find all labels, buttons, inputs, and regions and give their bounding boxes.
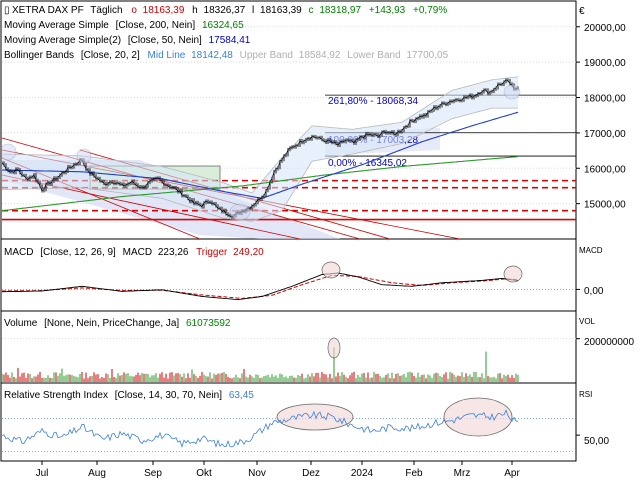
rsi-highlight-ellipse [443, 397, 513, 437]
macd-value-label: MACD [123, 247, 152, 258]
rsi-highlight-ellipse [276, 403, 354, 431]
macd-title: MACD [4, 247, 33, 258]
fib-level-label: 261,80% - 18068,34 [328, 96, 419, 107]
price-plot: 261,80% - 18068,34100,00% - 17003,280,00… [2, 26, 576, 239]
macd-highlight-ellipse [503, 265, 523, 283]
svg-text:Volume [None, Nein, Pric: Volume [None, Nein, PriceChange, Ja] 610… [4, 318, 231, 329]
svg-text:XETRA DAX PF Täglich: XETRA DAX PF Täglich o 18163,39 h 18326,… [12, 5, 447, 16]
sma200-value: 16324,65 [202, 20, 244, 31]
currency-label: € [579, 6, 585, 17]
volume-value: 61073592 [186, 318, 231, 329]
high-label: h [192, 5, 198, 16]
price-tick-label: 20000,00 [584, 23, 626, 34]
svg-text:Bollinger Bands [Close,: Bollinger Bands [Close, 20, 2] Mid Line … [4, 50, 449, 61]
low-value: 18163,39 [260, 5, 302, 16]
macd-params: [Close, 12, 26, 9] [40, 247, 116, 258]
highlight-ellipse [503, 84, 521, 100]
sma50-value: 17584,41 [209, 35, 251, 46]
rsi-title: Relative Strength Index [4, 390, 108, 401]
bollinger-mid-value: 18142,48 [191, 50, 233, 61]
bollinger-params: [Close, 20, 2] [81, 50, 140, 61]
highlight-ellipse [229, 203, 251, 221]
price-legend: ▯ XETRA DAX PF Täglich o 18163,39 h 1832… [4, 5, 449, 61]
x-tick-label: Feb [405, 468, 423, 479]
price-tick-label: 19000,00 [584, 58, 626, 69]
volume-legend: Volume [None, Nein, PriceChange, Ja] 610… [4, 318, 231, 329]
macd-highlight-ellipse [321, 261, 341, 279]
svg-text:Relative Strength Index: Relative Strength Index [Close, 14, 30, … [4, 390, 254, 401]
bollinger-upper-label: Upper Band [240, 50, 293, 61]
low-label: l [252, 5, 254, 16]
svg-text:Moving Average Simple [C: Moving Average Simple [Close, 200, Nein]… [4, 20, 244, 31]
volume-tick: 200000000 [584, 337, 634, 348]
close-value: 18318,97 [319, 5, 361, 16]
price-line [2, 79, 519, 218]
svg-text:MACD [Close, 12, 26, 9]: MACD [Close, 12, 26, 9] MACD 223,26 Trig… [4, 247, 264, 258]
price-tick-label: 18000,00 [584, 94, 626, 105]
sma200-line [2, 156, 519, 212]
price-tick-label: 15000,00 [584, 200, 626, 211]
sma50-params: [Close, 50, Nein] [128, 35, 202, 46]
volume-plot [2, 337, 576, 382]
x-tick-label: Aug [88, 468, 106, 479]
rsi-line [2, 409, 519, 448]
close-label: c [309, 5, 314, 16]
macd-value: 223,26 [158, 247, 189, 258]
timeframe: Täglich [90, 5, 122, 16]
checkbox-icon[interactable]: ▯ [4, 5, 10, 16]
rsi-side-label: RSI [579, 390, 592, 399]
bollinger-mid-label: Mid Line [148, 50, 186, 61]
highlight-ellipse [2, 143, 17, 161]
price-tick-label: 16000,00 [584, 164, 626, 175]
svg-text:Moving Average Simple(2): Moving Average Simple(2) [Close, 50, Nei… [4, 35, 251, 46]
fib-level-label: 0,00% - 16345,02 [328, 158, 407, 169]
sma200-label: Moving Average Simple [4, 20, 109, 31]
bollinger-lower-label: Lower Band [347, 50, 400, 61]
rsi-tick: 50,00 [584, 436, 609, 447]
price-tick-label: 17000,00 [584, 129, 626, 140]
open-value: 18163,39 [143, 5, 185, 16]
x-tick-label: Nov [248, 468, 266, 479]
x-tick-label: Sep [144, 468, 162, 479]
trigger-label: Trigger [196, 247, 228, 258]
x-tick-label: Mrz [454, 468, 471, 479]
macd-zero-tick: 0,00 [584, 286, 604, 297]
highlight-ellipse [76, 148, 92, 164]
sma200-params: [Close, 200, Nein] [116, 20, 196, 31]
bollinger-upper-value: 18584,92 [299, 50, 341, 61]
macd-legend: MACD [Close, 12, 26, 9] MACD 223,26 Trig… [4, 247, 264, 258]
bollinger-band-fill [2, 76, 518, 222]
instrument-name: XETRA DAX PF [12, 5, 84, 16]
change-percent: +0,79% [413, 5, 447, 16]
sma50-label: Moving Average Simple(2) [4, 35, 121, 46]
rsi-value: 63,45 [229, 390, 254, 401]
macd-side-label: MACD [579, 246, 603, 255]
rsi-params: [Close, 14, 30, 70, Nein] [115, 390, 223, 401]
rsi-legend: Relative Strength Index [Close, 14, 30, … [4, 390, 254, 401]
bollinger-label: Bollinger Bands [4, 50, 74, 61]
x-tick-label: Apr [504, 468, 520, 479]
volume-title: Volume [4, 318, 38, 329]
bollinger-lower-line [2, 107, 518, 222]
macd-plot [2, 261, 576, 301]
bollinger-lower-value: 17700,05 [406, 50, 448, 61]
x-tick-label: 2024 [351, 468, 374, 479]
x-tick-label: Jul [36, 468, 49, 479]
x-tick-label: Dez [302, 468, 320, 479]
volume-highlight-ellipse [327, 337, 341, 359]
x-tick-label: Okt [196, 468, 212, 479]
trigger-value: 249,20 [233, 247, 264, 258]
open-label: o [131, 5, 137, 16]
axes: 15000,00 16000,00 17000,00 18000,00 19000,00… [1, 23, 626, 479]
high-value: 18326,37 [204, 5, 246, 16]
macd-line [2, 272, 519, 301]
volume-side-label: VOL [579, 317, 596, 326]
change-value: +143,93 [369, 5, 406, 16]
volume-params: [None, Nein, PriceChange, Ja] [44, 318, 179, 329]
rsi-plot [2, 397, 576, 453]
